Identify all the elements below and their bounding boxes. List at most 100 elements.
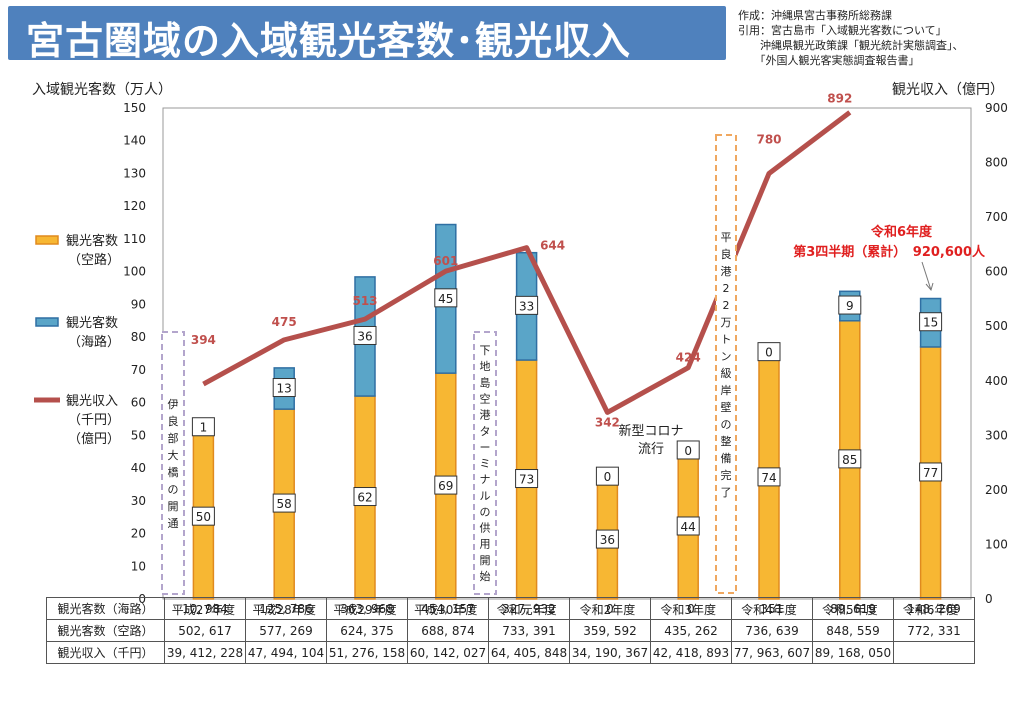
data-label-air: 77 — [923, 466, 938, 480]
y-left-tick-label: 150 — [123, 101, 146, 115]
y-right-tick-label: 600 — [985, 265, 1008, 279]
data-table: 観光客数（海路） 10, 984 125, 786 363, 968 454, … — [46, 597, 975, 664]
table-row: 観光客数（海路） 10, 984 125, 786 363, 968 454, … — [46, 597, 975, 620]
annotation-hirara-char: 良 — [721, 247, 732, 261]
y-right-tick-label: 300 — [985, 428, 1008, 442]
legend-label: （千円） — [68, 413, 120, 428]
table-cell: 0 — [650, 597, 732, 620]
y-left-tick-label: 40 — [131, 461, 146, 475]
annotation-hirara-char: 岸 — [721, 384, 732, 397]
annotation-hirara-char: 2 — [723, 299, 730, 312]
annotation-hirara-char: 2 — [723, 282, 730, 295]
data-label-air: 44 — [681, 520, 696, 534]
source-line: 「外国人観光客実態調査報告書」 — [738, 54, 920, 67]
table-cell: 77, 963, 607 — [731, 641, 813, 664]
legend-label: （海路） — [68, 334, 120, 350]
source-line: 引用：宮古島市「入域観光客数について」 — [738, 24, 947, 37]
table-cell: 64, 405, 848 — [488, 641, 570, 664]
table-cell — [893, 641, 975, 664]
table-cell: 454, 157 — [407, 597, 489, 620]
data-label-sea: 45 — [438, 292, 453, 306]
data-label-box — [757, 342, 781, 362]
data-label-air: 50 — [196, 510, 211, 524]
table-row: 観光収入（千円） 39, 412, 228 47, 494, 104 51, 2… — [46, 641, 975, 664]
annotation-irabu-char: 良 — [168, 414, 179, 428]
annotation-irabu-box — [161, 331, 185, 595]
table-cell: 848, 559 — [812, 619, 894, 642]
y-left-tick-label: 90 — [131, 297, 146, 311]
data-label-box — [595, 529, 619, 549]
annotation-r6-arrow — [921, 261, 932, 291]
table-cell: 733, 391 — [488, 619, 570, 642]
data-label-air: 58 — [277, 497, 292, 511]
y-left-tick-label: 30 — [131, 494, 146, 508]
annotation-shimoji-box — [473, 331, 497, 595]
annotation-hirara-char: 壁 — [721, 400, 732, 414]
table-row-label: 観光客数（海路） — [46, 597, 165, 620]
data-label-box — [353, 325, 377, 345]
annotation-corona: 新型コロナ — [618, 423, 683, 439]
y-left-tick-label: 130 — [123, 166, 146, 180]
annotation-hirara-char: ン — [721, 350, 732, 363]
annotation-r6-arrowhead — [925, 282, 934, 292]
annotation-shimoji-char: 開 — [480, 554, 491, 567]
annotation-shimoji-char: 島 — [480, 375, 491, 389]
data-label-box — [191, 506, 215, 526]
data-label-box — [838, 449, 862, 469]
data-label-revenue: 892 — [827, 91, 852, 105]
annotation-hirara-char: 了 — [721, 486, 732, 499]
table-cell: 60, 142, 027 — [407, 641, 489, 664]
table-cell: 34, 190, 367 — [569, 641, 651, 664]
table-cell: 327, 932 — [488, 597, 570, 620]
data-label-revenue: 513 — [352, 294, 377, 308]
y-left-axis-title: 入域観光客数（万人） — [32, 81, 172, 98]
data-label-box — [919, 462, 943, 482]
table-cell: 359, 592 — [569, 619, 651, 642]
annotation-hirara-char: 完 — [721, 468, 732, 482]
annotation-shimoji-char: 空 — [480, 392, 491, 406]
table-cell: 125, 786 — [245, 597, 327, 620]
table-cell: 502, 617 — [164, 619, 246, 642]
source-line: 沖縄県観光政策課「観光統計実態調査」、 — [738, 39, 964, 52]
data-label-sea: 33 — [519, 299, 534, 313]
table-cell: 624, 375 — [326, 619, 408, 642]
y-left-tick-label: 120 — [123, 199, 146, 213]
title-banner: 宮古圏域の入域観光客数･観光収入 — [8, 6, 726, 63]
source-note: 作成：沖縄県宮古事務所総務課 引用：宮古島市「入域観光客数について」 沖縄県観光政… — [738, 8, 964, 68]
data-label-sea: 0 — [684, 444, 692, 458]
legend-swatch-sea — [35, 317, 59, 327]
table-row-label: 観光収入（千円） — [46, 641, 165, 664]
legend-swatch-air — [35, 235, 59, 245]
annotation-irabu-char: 開 — [168, 500, 179, 513]
annotation-hirara-char: の — [721, 418, 732, 431]
data-label-box — [353, 487, 377, 507]
annotation-shimoji-char: 用 — [480, 538, 491, 551]
y-right-tick-label: 800 — [985, 156, 1008, 170]
y-left-tick-label: 20 — [131, 527, 146, 541]
table-cell: 0 — [569, 597, 651, 620]
data-label-revenue: 644 — [540, 239, 565, 253]
y-right-tick-label: 400 — [985, 374, 1008, 388]
annotation-shimoji-char: ル — [480, 489, 491, 502]
data-label-sea: 9 — [846, 299, 854, 313]
series-line-revenue — [202, 110, 852, 415]
annotation-shimoji-char: 供 — [480, 521, 491, 535]
y-left-tick-label: 70 — [131, 363, 146, 377]
data-label-revenue: 424 — [676, 351, 701, 365]
data-label-box — [676, 516, 700, 536]
annotation-hirara-char: 平 — [721, 231, 732, 244]
data-label-sea: 0 — [604, 470, 612, 484]
legend-label: （億円） — [68, 431, 120, 447]
annotation-shimoji-char: ー — [480, 441, 491, 454]
table-cell: 351 — [731, 597, 813, 620]
table-row: 観光客数（空路） 502, 617 577, 269 624, 375 688,… — [46, 619, 975, 642]
y-right-tick-label: 500 — [985, 319, 1008, 333]
y-right-tick-label: 200 — [985, 483, 1008, 497]
y-left-tick-label: 60 — [131, 396, 146, 410]
table-cell: 772, 331 — [893, 619, 975, 642]
table-cell: 89, 168, 050 — [812, 641, 894, 664]
y-left-tick-label: 110 — [123, 232, 146, 246]
data-label-air: 36 — [600, 533, 615, 547]
data-label-air: 85 — [842, 453, 857, 467]
